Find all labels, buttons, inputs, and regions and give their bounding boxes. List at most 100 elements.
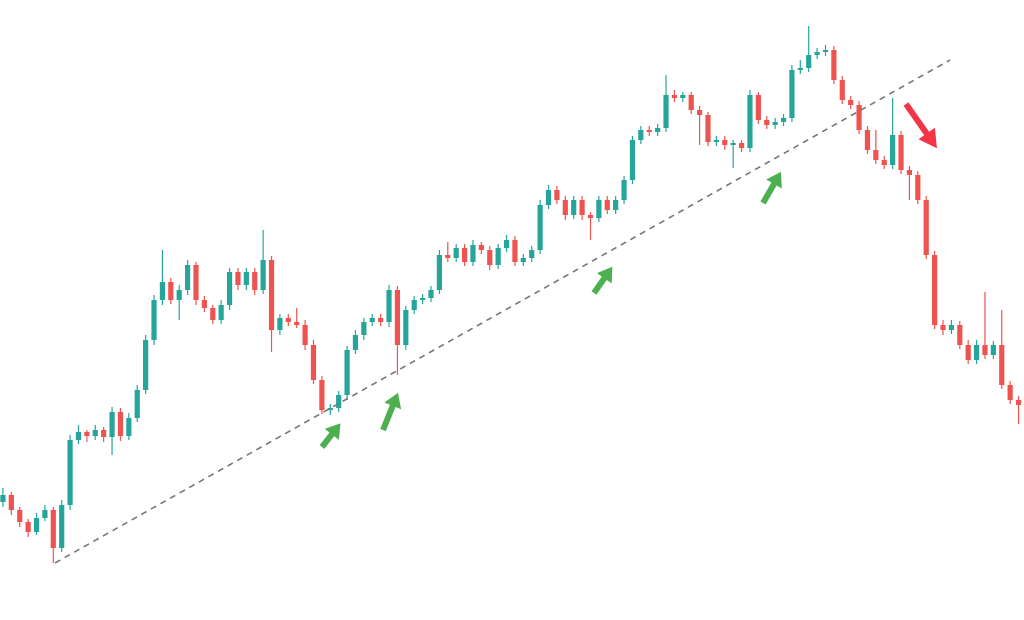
candle-body <box>722 140 728 145</box>
candle-body <box>965 345 971 360</box>
candle-body <box>990 345 996 355</box>
candle-body <box>999 345 1005 385</box>
candle-body <box>932 255 938 325</box>
candle-body <box>310 345 317 380</box>
candle-body <box>738 143 745 148</box>
candle-body <box>403 310 409 345</box>
candle-body <box>890 135 896 165</box>
candle-body <box>772 122 778 125</box>
candle-body <box>50 510 56 548</box>
candle-body <box>755 95 761 120</box>
candle-body <box>554 190 560 200</box>
candle-body <box>184 265 191 290</box>
candle-body <box>378 318 384 322</box>
candle-body <box>747 95 753 148</box>
candle-body <box>915 175 921 200</box>
candle-body <box>344 350 350 395</box>
candle-body <box>579 200 585 215</box>
candle-body <box>1015 400 1022 405</box>
candle-body <box>210 308 216 320</box>
candle-body <box>226 272 233 305</box>
arrow-down <box>903 102 937 149</box>
candle-body <box>352 335 359 350</box>
candle-body <box>134 390 140 418</box>
candle-body <box>33 518 40 532</box>
candle-body <box>831 50 837 80</box>
candle-body <box>940 325 946 330</box>
candle-body <box>764 120 770 125</box>
candle-body <box>168 282 174 300</box>
candle-body <box>67 440 73 505</box>
candle-body <box>973 345 980 360</box>
candle-body <box>730 143 736 145</box>
candle-body <box>369 318 375 322</box>
candle-body <box>17 510 23 522</box>
candle-body <box>797 68 803 70</box>
candle-body <box>319 380 325 410</box>
candle-body <box>587 215 594 218</box>
candle-body <box>655 128 661 132</box>
candle-body <box>562 200 568 215</box>
candle-body <box>571 200 577 215</box>
candle-body <box>235 272 241 285</box>
candle-body <box>8 495 14 510</box>
candle-body <box>159 282 166 300</box>
candle-body <box>59 505 65 548</box>
candle-body <box>117 412 124 436</box>
candle-body <box>923 200 929 255</box>
candle-body <box>143 340 149 390</box>
candle-body <box>948 325 954 330</box>
candle-body <box>1007 385 1013 400</box>
candle-body <box>604 200 610 210</box>
candles <box>0 26 1022 563</box>
candle-body <box>176 290 182 300</box>
candle-body <box>529 250 535 258</box>
candle-body <box>394 290 401 345</box>
candle-body <box>596 200 602 218</box>
candle-body <box>243 272 249 285</box>
candle-body <box>461 248 468 262</box>
arrow-up <box>591 266 613 295</box>
candle-body <box>336 395 342 408</box>
candle-body <box>789 70 795 118</box>
candle-body <box>839 80 845 100</box>
candle-body <box>252 272 258 290</box>
candle-body <box>898 135 904 170</box>
candle-body <box>503 240 510 248</box>
candle-body <box>361 322 367 335</box>
candle-body <box>436 255 442 290</box>
candle-body <box>470 245 476 262</box>
candle-body <box>285 318 291 322</box>
arrows-up <box>319 171 782 449</box>
candle-body <box>420 298 426 300</box>
candle-body <box>545 190 552 205</box>
candle-body <box>856 105 862 130</box>
candle-body <box>713 140 719 142</box>
candle-body <box>294 322 300 325</box>
candle-body <box>881 160 887 165</box>
candle-body <box>386 290 392 322</box>
candle-body <box>873 150 879 160</box>
candle-body <box>822 50 829 52</box>
trend-line <box>54 59 951 564</box>
candle-body <box>646 130 652 132</box>
candle-body <box>411 300 417 310</box>
candle-body <box>218 305 224 320</box>
candle-body <box>126 418 132 436</box>
candle-body <box>780 118 787 122</box>
candle-body <box>613 200 619 210</box>
arrow-up <box>380 392 402 432</box>
candle-body <box>629 140 636 180</box>
candle-body <box>302 325 308 345</box>
candle-body <box>193 265 199 300</box>
candle-body <box>495 248 501 265</box>
arrow-up <box>760 171 782 205</box>
candle-body <box>151 300 157 340</box>
candle-body <box>327 408 333 410</box>
candle-body <box>957 325 963 345</box>
candle-body <box>705 115 711 142</box>
candle-body <box>982 345 988 355</box>
candle-body <box>101 430 107 437</box>
candle-body <box>0 495 6 502</box>
